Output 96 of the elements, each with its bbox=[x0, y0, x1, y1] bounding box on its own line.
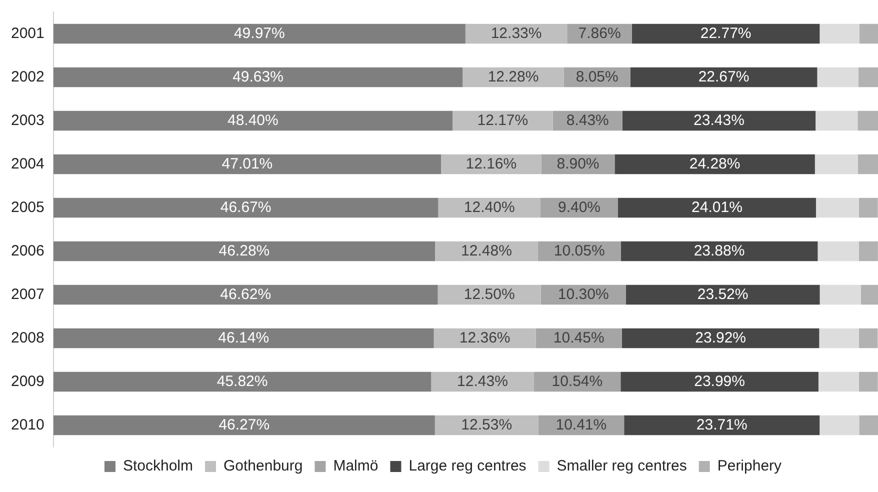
data-label: 9.40% bbox=[558, 198, 601, 216]
bar bbox=[53, 67, 463, 88]
data-label: 12.33% bbox=[490, 24, 542, 42]
data-label: 10.54% bbox=[552, 372, 603, 390]
data-label: 10.45% bbox=[553, 329, 604, 346]
bar bbox=[858, 372, 878, 392]
legend-label: Smaller reg centres bbox=[556, 458, 687, 475]
bar bbox=[820, 284, 862, 305]
data-label: 23.99% bbox=[694, 372, 745, 390]
data-label: 12.50% bbox=[464, 286, 515, 303]
data-label: 12.28% bbox=[488, 68, 539, 86]
data-label: 46.62% bbox=[220, 286, 272, 303]
data-label: 48.40% bbox=[227, 112, 278, 129]
bar bbox=[816, 198, 859, 218]
bar bbox=[630, 67, 818, 88]
data-label: 23.52% bbox=[697, 286, 748, 303]
bar bbox=[626, 284, 820, 305]
data-label: 8.43% bbox=[566, 112, 609, 129]
bar bbox=[622, 110, 816, 131]
bar bbox=[858, 198, 878, 218]
y-tick-label: 2001 bbox=[10, 24, 44, 42]
data-label: 7.86% bbox=[578, 24, 621, 42]
bar bbox=[820, 24, 860, 44]
data-label: 8.05% bbox=[576, 68, 618, 86]
data-label: 10.41% bbox=[556, 416, 607, 434]
bar bbox=[820, 415, 860, 436]
legend-label: Stockholm bbox=[122, 458, 193, 475]
bar bbox=[816, 110, 858, 131]
y-tick-label: 2008 bbox=[10, 329, 44, 346]
data-label: 24.28% bbox=[689, 155, 740, 172]
bar bbox=[858, 328, 878, 348]
y-tick-label: 2009 bbox=[10, 372, 44, 390]
bar bbox=[53, 284, 438, 305]
bar bbox=[53, 24, 466, 44]
data-label: 23.43% bbox=[694, 112, 744, 129]
data-label: 45.82% bbox=[216, 372, 268, 390]
bar bbox=[614, 154, 815, 174]
data-label: 23.71% bbox=[696, 416, 748, 434]
legend-label: Large reg centres bbox=[408, 458, 526, 475]
data-label: 8.90% bbox=[556, 155, 600, 172]
bar bbox=[622, 328, 820, 348]
bar bbox=[858, 67, 878, 88]
data-label: 49.97% bbox=[234, 24, 285, 42]
bar bbox=[624, 415, 820, 436]
bar bbox=[858, 241, 878, 262]
data-label: 47.01% bbox=[222, 155, 273, 172]
data-label: 12.17% bbox=[477, 112, 528, 129]
bar bbox=[53, 241, 436, 262]
bar bbox=[53, 198, 438, 218]
data-label: 46.28% bbox=[218, 242, 270, 260]
data-label: 10.05% bbox=[554, 242, 605, 260]
bar bbox=[819, 328, 859, 348]
data-label: 46.14% bbox=[218, 329, 270, 346]
bar bbox=[859, 415, 878, 436]
data-label: 12.40% bbox=[464, 198, 515, 216]
bar bbox=[818, 372, 859, 392]
bar bbox=[858, 110, 878, 131]
bar bbox=[53, 328, 434, 348]
legend-label: Periphery bbox=[717, 458, 782, 475]
bar bbox=[817, 67, 858, 88]
y-tick-label: 2002 bbox=[10, 68, 44, 86]
bar bbox=[861, 284, 878, 305]
data-label: 24.01% bbox=[692, 198, 742, 216]
data-label: 46.67% bbox=[220, 198, 272, 216]
bar bbox=[620, 241, 818, 262]
data-label: 22.77% bbox=[700, 24, 752, 42]
data-label: 12.43% bbox=[457, 372, 508, 390]
data-label: 23.88% bbox=[694, 242, 745, 260]
bar bbox=[859, 24, 878, 44]
data-label: 10.30% bbox=[558, 286, 609, 303]
data-label: 12.36% bbox=[459, 329, 510, 346]
y-tick-label: 2006 bbox=[10, 242, 44, 260]
data-label: 22.67% bbox=[698, 68, 750, 86]
data-label: 12.53% bbox=[461, 416, 512, 434]
data-label: 49.63% bbox=[232, 68, 284, 86]
legend-label: Gothenburg bbox=[223, 458, 303, 475]
y-tick-label: 2007 bbox=[10, 286, 44, 303]
bar bbox=[53, 415, 435, 436]
bar bbox=[632, 24, 820, 44]
bar bbox=[53, 154, 442, 174]
data-label: 23.92% bbox=[695, 329, 746, 346]
data-label: 12.48% bbox=[461, 242, 512, 260]
bar bbox=[618, 198, 816, 218]
bar bbox=[53, 110, 452, 131]
y-tick-label: 2004 bbox=[10, 155, 44, 172]
data-label: 12.16% bbox=[466, 155, 517, 172]
bar bbox=[53, 372, 432, 392]
bar bbox=[858, 154, 878, 174]
legend-label: Malmö bbox=[333, 458, 378, 475]
bar bbox=[620, 372, 818, 392]
data-label: 46.27% bbox=[218, 416, 270, 434]
bar bbox=[818, 241, 859, 262]
bar bbox=[814, 154, 858, 174]
y-tick-label: 2005 bbox=[10, 198, 44, 216]
y-tick-label: 2010 bbox=[10, 416, 44, 434]
y-tick-label: 2003 bbox=[10, 112, 44, 129]
